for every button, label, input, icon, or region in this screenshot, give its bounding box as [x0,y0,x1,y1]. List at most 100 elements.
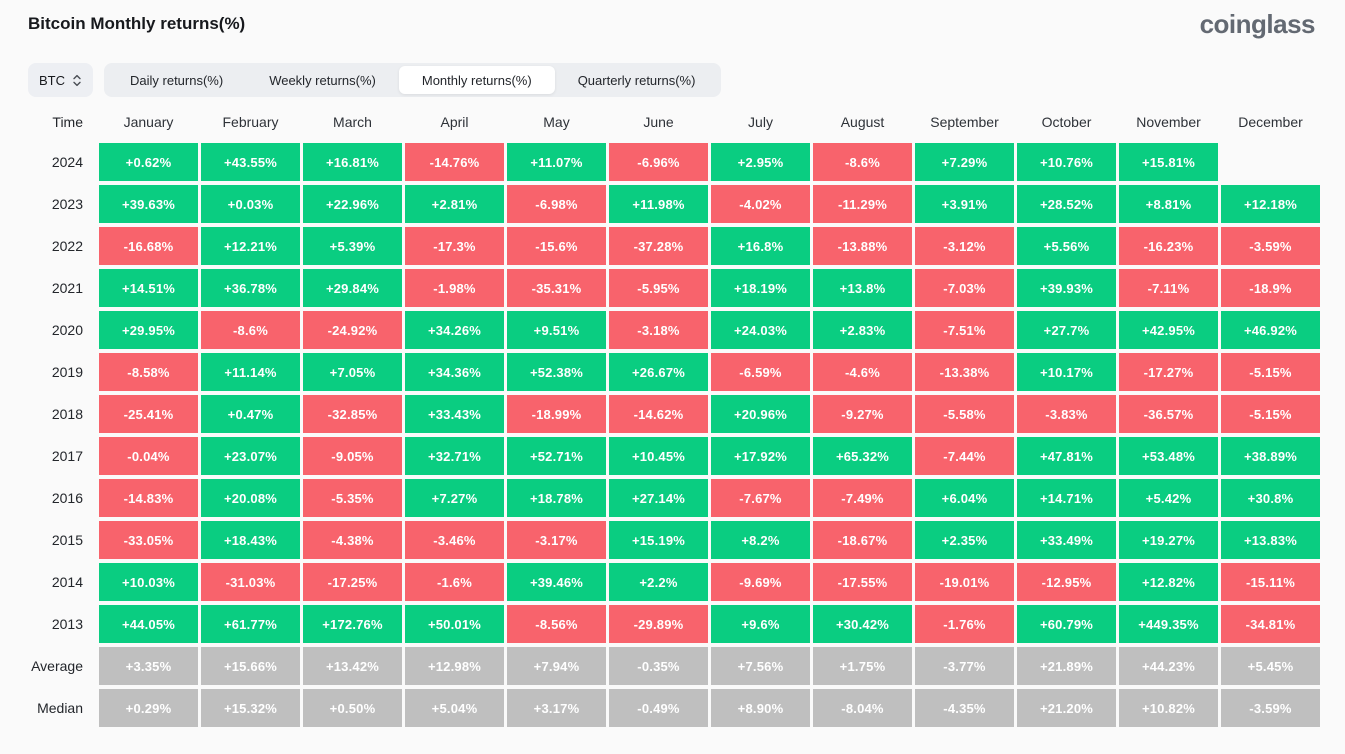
table-row-2014: 2014 +10.03% -31.03% -17.25% -1.6% +39.46% +2.… [25,563,1320,601]
column-header-december: December [1238,114,1303,130]
cell-average-april: +12.98% [405,647,504,685]
cell-2021-may: -35.31% [507,269,606,307]
cell-median-may: +3.17% [507,689,606,727]
cell-median-june: -0.49% [609,689,708,727]
cell-2018-september: -5.58% [915,395,1014,433]
cell-2013-february: +61.77% [201,605,300,643]
cell-2015-april: -3.46% [405,521,504,559]
tab-weekly-returns[interactable]: Weekly returns(%) [246,66,399,94]
cell-2023-september: +3.91% [915,185,1014,223]
cell-2017-july: +17.92% [711,437,810,475]
cell-2014-june: +2.2% [609,563,708,601]
cell-2016-october: +14.71% [1017,479,1116,517]
table-row-2016: 2016 -14.83% +20.08% -5.35% +7.27% +18.78% +27… [25,479,1320,517]
cell-2019-april: +34.36% [405,353,504,391]
cell-average-september: -3.77% [915,647,1014,685]
cell-average-may: +7.94% [507,647,606,685]
cell-2019-november: -17.27% [1119,353,1218,391]
cell-2013-september: -1.76% [915,605,1014,643]
cell-2020-february: -8.6% [201,311,300,349]
cell-median-october: +21.20% [1017,689,1116,727]
cell-2017-november: +53.48% [1119,437,1218,475]
cell-2022-september: -3.12% [915,227,1014,265]
cell-2017-march: -9.05% [303,437,402,475]
cell-2017-may: +52.71% [507,437,606,475]
cell-2016-august: -7.49% [813,479,912,517]
cell-median-february: +15.32% [201,689,300,727]
row-label-median: Median [37,700,83,716]
cell-2013-january: +44.05% [99,605,198,643]
cell-2017-october: +47.81% [1017,437,1116,475]
column-header-november: November [1136,114,1201,130]
tab-daily-returns[interactable]: Daily returns(%) [107,66,246,94]
cell-2021-september: -7.03% [915,269,1014,307]
cell-2017-december: +38.89% [1221,437,1320,475]
cell-2019-december: -5.15% [1221,353,1320,391]
cell-2016-february: +20.08% [201,479,300,517]
tab-monthly-returns[interactable]: Monthly returns(%) [398,66,555,94]
cell-2020-july: +24.03% [711,311,810,349]
table-row-2019: 2019 -8.58% +11.14% +7.05% +34.36% +52.38% +26… [25,353,1320,391]
cell-2023-april: +2.81% [405,185,504,223]
cell-2023-november: +8.81% [1119,185,1218,223]
cell-2019-june: +26.67% [609,353,708,391]
cell-2013-november: +449.35% [1119,605,1218,643]
cell-median-march: +0.50% [303,689,402,727]
cell-2016-december: +30.8% [1221,479,1320,517]
cell-2020-september: -7.51% [915,311,1014,349]
cell-2020-may: +9.51% [507,311,606,349]
cell-2015-october: +33.49% [1017,521,1116,559]
cell-2020-october: +27.7% [1017,311,1116,349]
column-header-january: January [123,114,174,130]
cell-2019-july: -6.59% [711,353,810,391]
cell-2014-july: -9.69% [711,563,810,601]
cell-median-august: -8.04% [813,689,912,727]
cell-2018-october: -3.83% [1017,395,1116,433]
table-row-2017: 2017 -0.04% +23.07% -9.05% +32.71% +52.71% +10… [25,437,1320,475]
cell-2021-february: +36.78% [201,269,300,307]
cell-2016-november: +5.42% [1119,479,1218,517]
cell-median-july: +8.90% [711,689,810,727]
cell-2015-january: -33.05% [99,521,198,559]
tab-quarterly-returns[interactable]: Quarterly returns(%) [555,66,719,94]
cell-2023-january: +39.63% [99,185,198,223]
cell-2014-may: +39.46% [507,563,606,601]
cell-2017-august: +65.32% [813,437,912,475]
cell-2016-may: +18.78% [507,479,606,517]
cell-2021-january: +14.51% [99,269,198,307]
table-row-2018: 2018 -25.41% +0.47% -32.85% +33.43% -18.99% -1… [25,395,1320,433]
cell-2017-september: -7.44% [915,437,1014,475]
cell-2018-march: -32.85% [303,395,402,433]
cell-2024-june: -6.96% [609,143,708,181]
cell-2022-april: -17.3% [405,227,504,265]
cell-2014-april: -1.6% [405,563,504,601]
cell-2020-june: -3.18% [609,311,708,349]
cell-2024-march: +16.81% [303,143,402,181]
row-label-average: Average [31,658,83,674]
column-header-august: August [840,114,885,130]
top-bar: Bitcoin Monthly returns(%) coinglass [0,0,1345,37]
cell-2021-december: -18.9% [1221,269,1320,307]
cell-2024-february: +43.55% [201,143,300,181]
cell-2022-october: +5.56% [1017,227,1116,265]
cell-average-july: +7.56% [711,647,810,685]
cell-2013-april: +50.01% [405,605,504,643]
cell-2024-january: +0.62% [99,143,198,181]
row-label-2023: 2023 [51,196,83,212]
cell-2017-january: -0.04% [99,437,198,475]
cell-2020-august: +2.83% [813,311,912,349]
cell-2013-august: +30.42% [813,605,912,643]
cell-2014-november: +12.82% [1119,563,1218,601]
cell-2015-november: +19.27% [1119,521,1218,559]
cell-2015-march: -4.38% [303,521,402,559]
cell-2013-may: -8.56% [507,605,606,643]
cell-2016-june: +27.14% [609,479,708,517]
cell-2016-january: -14.83% [99,479,198,517]
cell-2024-april: -14.76% [405,143,504,181]
cell-2024-august: -8.6% [813,143,912,181]
cell-2021-november: -7.11% [1119,269,1218,307]
cell-2020-november: +42.95% [1119,311,1218,349]
row-label-2022: 2022 [51,238,83,254]
cell-2023-august: -11.29% [813,185,912,223]
symbol-select[interactable]: BTC [28,63,93,97]
